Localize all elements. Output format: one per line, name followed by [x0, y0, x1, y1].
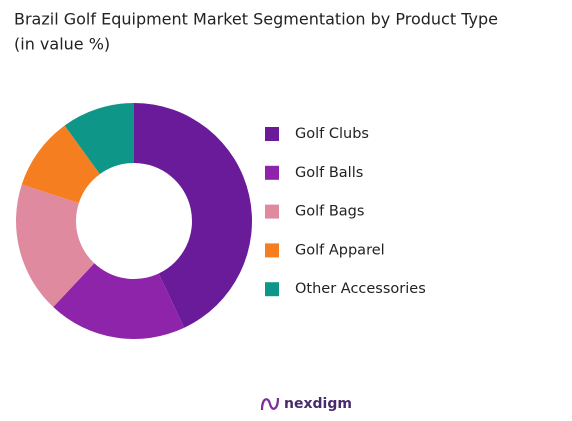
donut-slice — [21, 125, 100, 204]
chart-subtitle: (in value %) — [14, 35, 110, 54]
legend-label: Golf Balls — [295, 165, 363, 181]
donut-slice — [53, 263, 185, 339]
legend-swatch — [265, 127, 279, 141]
legend-swatch — [265, 165, 279, 180]
legend-label: Other Accessories — [295, 281, 426, 297]
legend-swatch — [265, 282, 279, 297]
legend-label: Golf Apparel — [295, 242, 385, 258]
legend-label: Golf Clubs — [295, 126, 369, 142]
logo: nexdigm — [260, 396, 352, 412]
legend-label: Golf Bags — [295, 204, 364, 220]
donut-slice — [64, 103, 134, 175]
chart-title: Brazil Golf Equipment Market Segmentatio… — [14, 10, 498, 29]
donut-slice — [134, 103, 252, 328]
logo-text: nexdigm — [284, 396, 352, 412]
logo-icon — [260, 397, 280, 411]
legend-swatch — [265, 243, 279, 258]
donut-slice — [15, 184, 95, 308]
legend-swatch — [265, 204, 279, 219]
